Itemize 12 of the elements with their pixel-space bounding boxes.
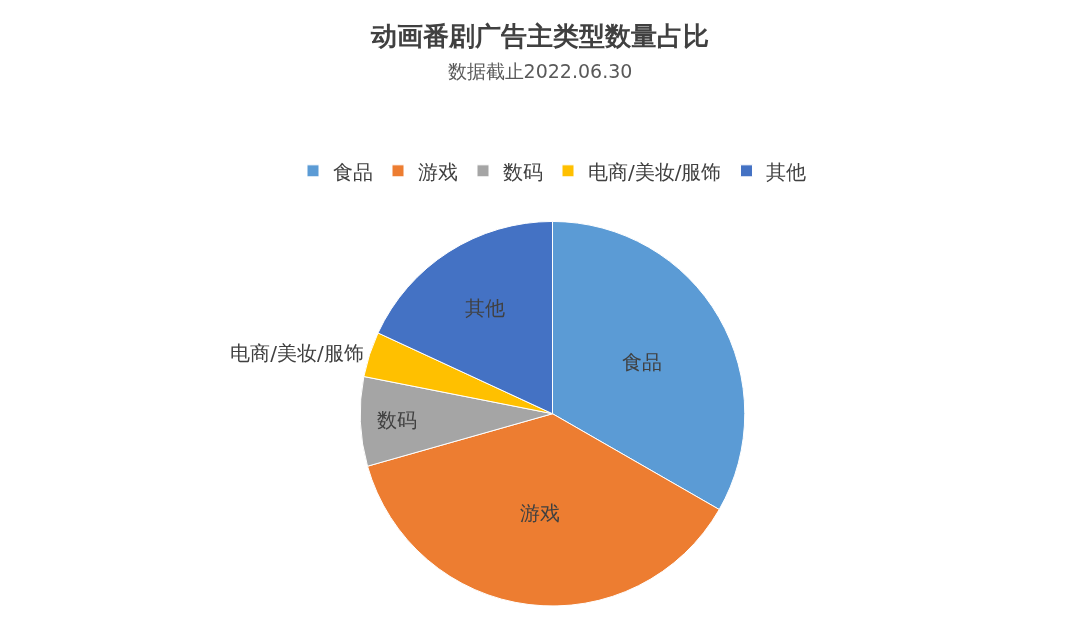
slice-label: 食品	[621, 350, 662, 375]
chart-title: 动画番剧广告主类型数量占比	[370, 20, 709, 51]
legend-label: 电商/美妆/服饰	[588, 159, 722, 184]
legend-label: 其他	[766, 159, 807, 184]
legend-label: 食品	[333, 159, 373, 184]
slice-label: 其他	[465, 296, 506, 321]
slice-label: 游戏	[520, 501, 561, 526]
chart-subtitle: 数据截止2022.06.30	[447, 60, 633, 83]
legend-label: 游戏	[418, 159, 458, 184]
slice-label: 数码	[376, 408, 417, 433]
legend-label: 数码	[503, 159, 543, 184]
slice-label: 电商/美妆/服饰	[230, 341, 364, 366]
